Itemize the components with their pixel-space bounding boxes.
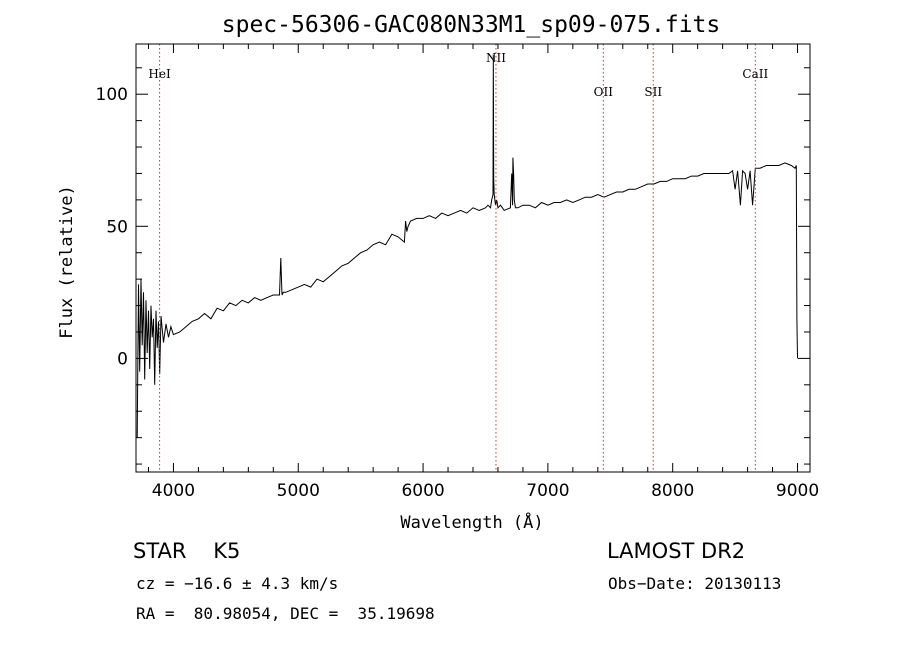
y-axis-label: Flux (relative) (57, 185, 77, 339)
x-tick-label: 9000 (776, 481, 819, 501)
x-tick-label: 7000 (526, 481, 569, 501)
object-class: STAR K5 (133, 539, 240, 563)
x-tick-label: 4000 (152, 481, 195, 501)
plot-frame (135, 43, 811, 473)
line-label-caii: CaII (742, 67, 768, 81)
emission-line-markers: HeI NII OII SII CaII (148, 44, 768, 472)
survey-name: LAMOST DR2 (607, 539, 746, 563)
spectrum-line-0 (136, 54, 798, 438)
axis-ticks: 4000 5000 6000 7000 8000 9000 0 50 100 (96, 44, 819, 501)
object-type: STAR (133, 539, 187, 563)
redshift-velocity: cz = −16.6 ± 4.3 km/s (136, 574, 339, 593)
y-tick-label: 0 (117, 349, 128, 369)
x-tick-label: 6000 (401, 481, 444, 501)
chart-title: spec-56306-GAC080N33M1_sp09-075.fits (222, 12, 721, 38)
x-tick-label: 8000 (651, 481, 694, 501)
x-axis-label: Wavelength (Å) (400, 511, 543, 533)
observation-date: Obs−Date: 20130113 (608, 574, 782, 593)
line-label-nii: NII (486, 51, 506, 65)
line-label-hei: HeI (148, 67, 171, 81)
y-tick-label: 50 (106, 217, 128, 237)
plot-area (136, 54, 798, 438)
y-tick-label: 100 (96, 85, 128, 105)
object-subclass: K5 (213, 539, 241, 563)
line-label-oii: OII (594, 85, 614, 99)
x-tick-label: 5000 (277, 481, 320, 501)
sky-coordinates: RA = 80.98054, DEC = 35.19698 (136, 604, 435, 623)
line-label-sii: SII (644, 85, 662, 99)
